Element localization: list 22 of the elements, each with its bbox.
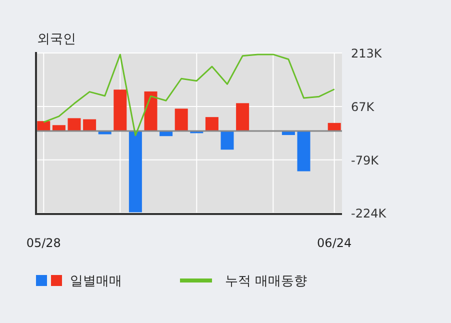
- x-tick-label: 05/28: [26, 236, 61, 250]
- y-tick-label: -224K: [351, 206, 388, 220]
- bar: [128, 130, 142, 212]
- bar: [98, 130, 112, 134]
- legend-일별매매: 일별매매: [36, 274, 122, 289]
- bar: [297, 130, 310, 172]
- bar: [236, 103, 250, 131]
- line-series: [42, 54, 336, 136]
- y-tick-label: 213K: [351, 46, 383, 60]
- y-tick-label: -79K: [351, 153, 380, 168]
- y-tick-label: 67K: [351, 100, 376, 114]
- legend-label: 누적 매매동향: [225, 274, 308, 289]
- x-tick-label: 06/24: [317, 236, 352, 250]
- bar: [68, 118, 81, 131]
- chart-title: 외국인: [37, 32, 76, 47]
- bar: [144, 91, 158, 131]
- bar: [205, 117, 218, 131]
- bar: [114, 90, 127, 131]
- bar: [220, 130, 234, 150]
- legend-label: 일별매매: [70, 274, 122, 289]
- bar: [174, 108, 188, 131]
- bar: [83, 119, 96, 131]
